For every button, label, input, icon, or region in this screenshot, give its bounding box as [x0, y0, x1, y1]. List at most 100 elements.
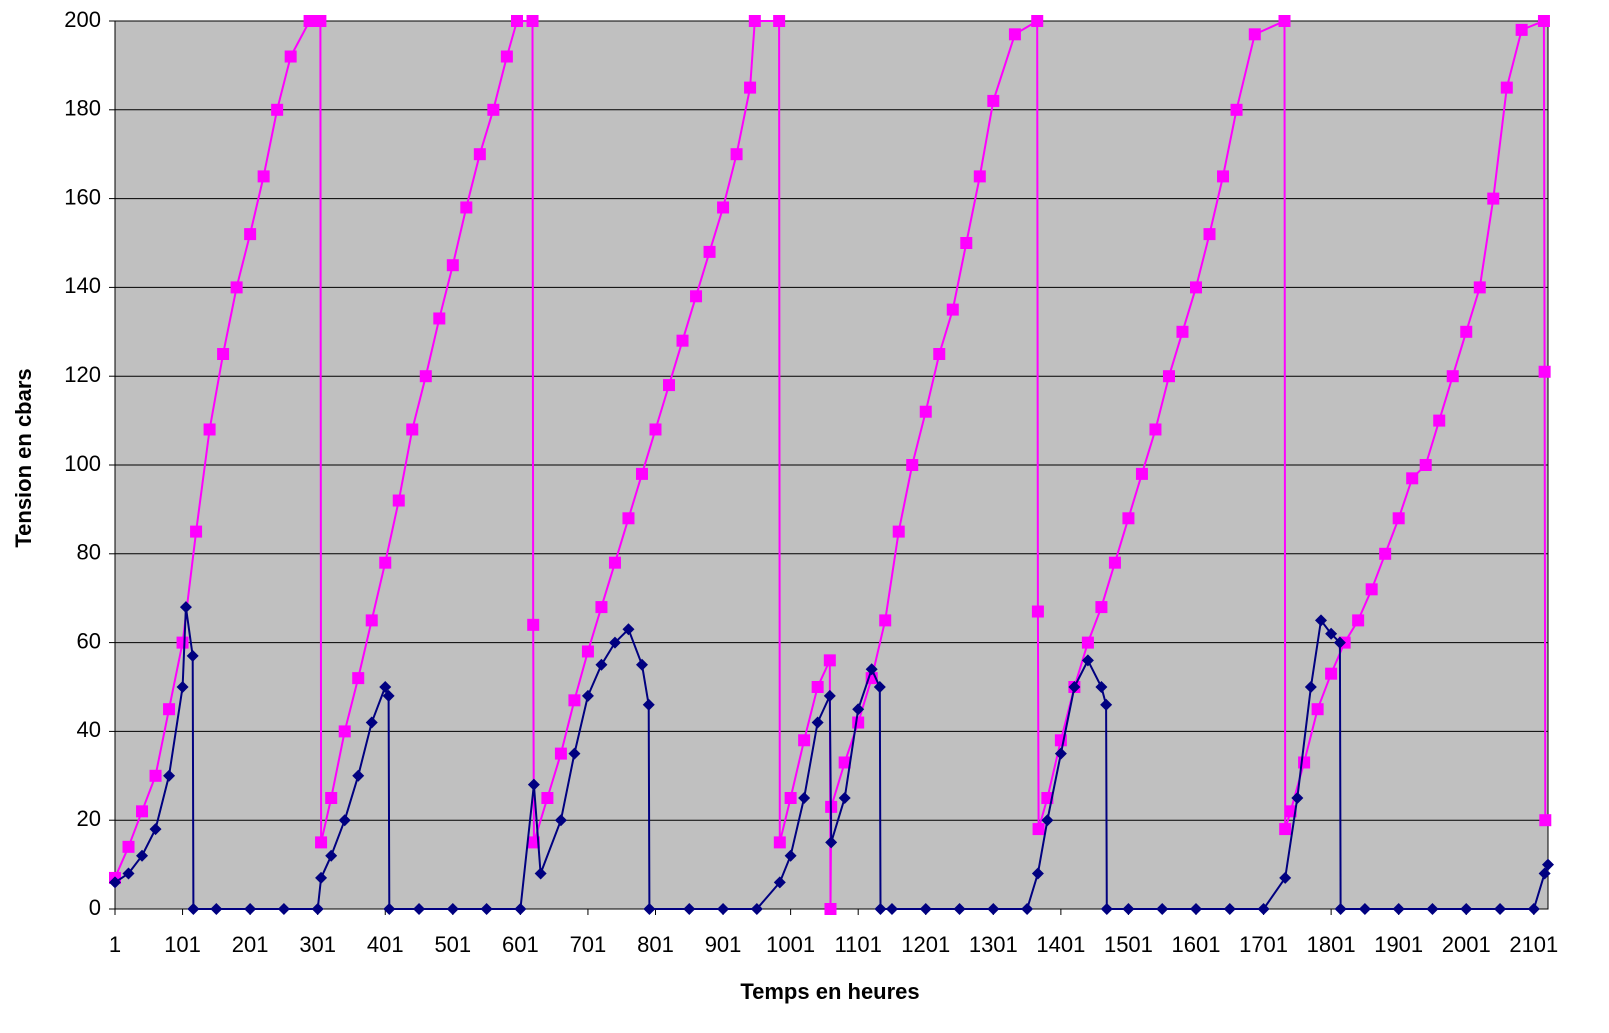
marker	[179, 601, 192, 614]
x-tick-label: 1101	[835, 932, 882, 957]
marker	[1041, 814, 1054, 827]
marker	[773, 876, 786, 889]
marker	[433, 312, 446, 325]
marker	[1162, 370, 1175, 383]
marker	[284, 50, 297, 63]
marker	[527, 618, 540, 631]
marker	[717, 903, 730, 915]
x-tick-label: 501	[434, 932, 471, 957]
marker	[798, 734, 811, 747]
marker	[1095, 601, 1108, 614]
marker	[1527, 903, 1540, 915]
marker	[595, 601, 608, 614]
marker	[1325, 667, 1338, 680]
marker	[1081, 636, 1094, 649]
marker	[581, 645, 594, 658]
marker	[446, 903, 459, 915]
marker	[149, 769, 162, 782]
marker	[838, 756, 851, 769]
marker	[811, 716, 824, 729]
marker	[1460, 325, 1473, 338]
marker	[703, 245, 716, 258]
marker	[460, 201, 473, 214]
x-tick-label: 1501	[1104, 932, 1153, 957]
marker	[303, 15, 316, 27]
marker	[892, 525, 905, 538]
marker	[1054, 747, 1067, 760]
marker	[203, 423, 216, 436]
marker	[825, 836, 838, 849]
marker	[1108, 556, 1121, 569]
marker	[1314, 614, 1327, 627]
marker	[271, 103, 284, 116]
marker	[748, 15, 761, 27]
marker	[608, 556, 621, 569]
marker	[1279, 871, 1292, 884]
marker	[946, 303, 959, 316]
marker	[365, 614, 378, 627]
marker	[413, 903, 426, 915]
marker	[311, 903, 324, 915]
marker	[1325, 627, 1338, 640]
marker	[379, 556, 392, 569]
marker	[823, 689, 836, 702]
marker	[784, 792, 797, 804]
marker	[1379, 547, 1392, 560]
y-tick-label: 60	[77, 628, 101, 653]
marker	[1031, 605, 1044, 618]
marker	[635, 658, 648, 671]
x-tick-label: 1201	[901, 932, 950, 957]
y-tick-label: 20	[77, 806, 101, 831]
marker	[1278, 15, 1291, 27]
marker	[1095, 681, 1108, 693]
marker	[1538, 365, 1551, 378]
x-tick-label: 2001	[1442, 932, 1491, 957]
marker	[1298, 756, 1311, 769]
marker	[1149, 423, 1162, 436]
x-tick-label: 1	[109, 932, 121, 957]
marker	[879, 614, 892, 627]
marker	[382, 689, 395, 702]
marker	[885, 903, 898, 915]
y-tick-label: 40	[77, 717, 101, 742]
marker	[187, 903, 200, 915]
marker	[1284, 805, 1297, 818]
marker	[406, 423, 419, 436]
marker	[244, 903, 257, 915]
marker	[690, 290, 703, 303]
marker	[1473, 281, 1486, 294]
marker	[1334, 903, 1347, 915]
marker	[642, 698, 655, 711]
marker	[446, 259, 459, 272]
marker	[109, 876, 121, 889]
marker	[1352, 614, 1365, 627]
marker	[315, 871, 328, 884]
marker	[383, 903, 396, 915]
x-tick-label: 301	[299, 932, 336, 957]
marker	[1406, 472, 1419, 485]
marker	[987, 94, 1000, 107]
marker	[1392, 512, 1405, 525]
marker	[953, 903, 966, 915]
marker	[230, 281, 243, 294]
marker	[1446, 370, 1459, 383]
marker	[514, 903, 527, 915]
marker	[473, 148, 486, 161]
marker	[1032, 823, 1045, 836]
marker	[190, 525, 203, 538]
marker	[338, 725, 351, 738]
marker	[1176, 325, 1189, 338]
marker	[122, 867, 135, 880]
y-tick-label: 100	[64, 451, 101, 476]
marker	[1537, 15, 1550, 27]
marker	[1542, 858, 1554, 871]
marker	[176, 636, 189, 649]
marker	[541, 792, 554, 804]
marker	[1291, 792, 1304, 804]
marker	[510, 15, 523, 27]
marker	[643, 903, 656, 915]
y-tick-label: 140	[64, 273, 101, 298]
marker	[773, 836, 786, 849]
y-tick-label: 180	[64, 96, 101, 121]
